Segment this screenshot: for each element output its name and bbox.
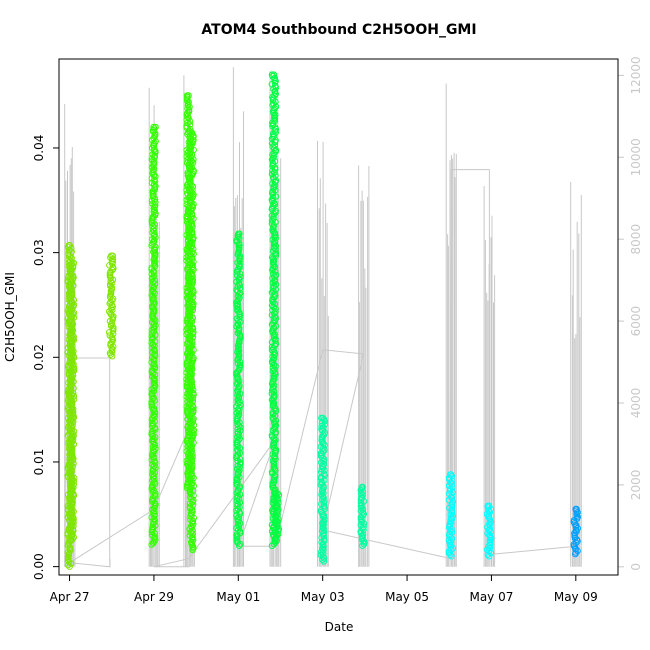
- point-cluster-0-2: [106, 252, 117, 360]
- x-tick-label-1: Apr 29: [134, 590, 174, 604]
- y2-tick-label-6: 12000: [629, 56, 643, 94]
- x-tick-label-4: May 05: [385, 590, 429, 604]
- x-axis-label: Date: [325, 620, 354, 634]
- y2-tick-label-5: 10000: [629, 138, 643, 176]
- y-tick-label-4: 0.04: [32, 135, 46, 162]
- x-tick-label-6: May 09: [554, 590, 598, 604]
- y2-tick-label-0: 0: [629, 563, 643, 571]
- plot-frame: [58, 58, 619, 576]
- x-tick-label-0: Apr 27: [50, 590, 90, 604]
- x-tick-label-5: May 07: [469, 590, 513, 604]
- point-cluster-4-0: [445, 471, 457, 560]
- point-cluster-3-1: [357, 483, 368, 550]
- y2-tick-label-2: 4000: [629, 388, 643, 419]
- y2-tick-label-3: 6000: [629, 306, 643, 337]
- y-tick-label-2: 0.02: [32, 344, 46, 371]
- point-cluster-2-2: [272, 490, 283, 544]
- y2-tick-label-4: 8000: [629, 224, 643, 255]
- x-tick-label-2: May 01: [216, 590, 260, 604]
- altitude-spike-10: [570, 181, 582, 567]
- point-cluster-1-0: [148, 123, 159, 548]
- point-cluster-3-0: [317, 414, 329, 565]
- point-cluster-0-1: [66, 259, 78, 544]
- point-cluster-5-0: [570, 505, 582, 558]
- y-tick-label-3: 0.03: [32, 239, 46, 266]
- point-cluster-2-0: [233, 230, 244, 550]
- x-tick-label-3: May 03: [301, 590, 345, 604]
- point-cluster-1-2: [186, 129, 197, 554]
- y2-tick-label-1: 2000: [629, 470, 643, 501]
- axes-layer: Apr 27 Apr 29 May 01 May 03 May 05 May 07 May …: [32, 56, 643, 604]
- y-tick-label-1: 0.01: [32, 449, 46, 476]
- points-layer: [64, 71, 582, 570]
- y-tick-label-0: 0.00: [32, 553, 46, 580]
- point-cluster-2-1: [268, 71, 280, 550]
- point-cluster-4-1: [483, 502, 495, 560]
- y-axis-label: C2H5OOH_GMI: [3, 272, 17, 362]
- chart-title: ATOM4 Southbound C2H5OOH_GMI: [201, 22, 476, 38]
